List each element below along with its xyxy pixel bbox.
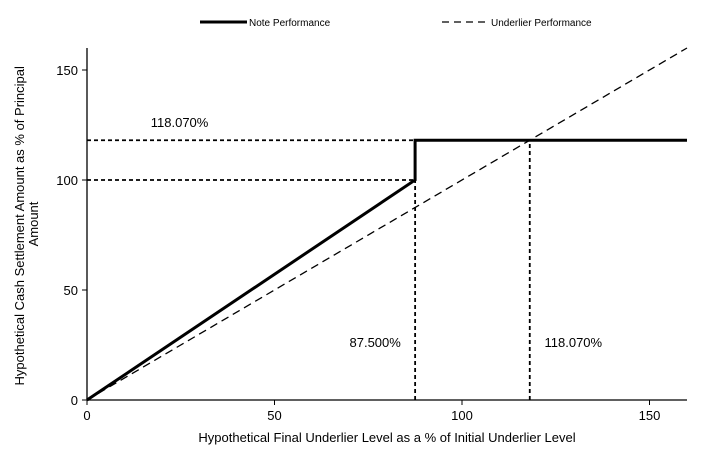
y-axis-title: Hypothetical Cash Settlement Amount as %… bbox=[12, 62, 41, 385]
legend-item-note-performance: Note Performance bbox=[200, 18, 331, 29]
y-tick-label: 150 bbox=[56, 63, 78, 78]
x-tick-label: 150 bbox=[639, 408, 661, 423]
legend-label-note-performance: Note Performance bbox=[249, 18, 331, 29]
x-tick-label: 0 bbox=[83, 408, 90, 423]
tick-labels: 0 50 100 150 0 50 100 150 bbox=[56, 63, 660, 423]
series-line-note-performance bbox=[86, 138, 687, 402]
y-tick-label: 50 bbox=[64, 283, 78, 298]
y-tick-label: 0 bbox=[71, 393, 78, 408]
annotation-label: 87.500% bbox=[350, 335, 402, 350]
series-line-underlier-performance bbox=[86, 47, 688, 401]
legend-label-underlier-performance: Underlier Performance bbox=[491, 18, 592, 29]
y-axis-title-line-2: Amount bbox=[26, 201, 41, 246]
x-axis-title: Hypothetical Final Underlier Level as a … bbox=[198, 430, 575, 445]
legend-item-underlier-performance: Underlier Performance bbox=[442, 18, 592, 29]
axes bbox=[86, 48, 687, 401]
annotation-label: 118.070% bbox=[151, 115, 209, 130]
annotations: 118.070% 87.500% 118.070% bbox=[151, 115, 603, 350]
reference-lines bbox=[87, 139, 531, 400]
y-tick-label: 100 bbox=[56, 173, 78, 188]
x-tick-label: 50 bbox=[267, 408, 281, 423]
x-tick-label: 100 bbox=[451, 408, 473, 423]
annotation-label: 118.070% bbox=[545, 335, 603, 350]
series-lines bbox=[86, 47, 688, 402]
legend: Note Performance Underlier Performance bbox=[200, 18, 592, 29]
y-axis-title-line-1: Hypothetical Cash Settlement Amount as %… bbox=[12, 66, 27, 385]
